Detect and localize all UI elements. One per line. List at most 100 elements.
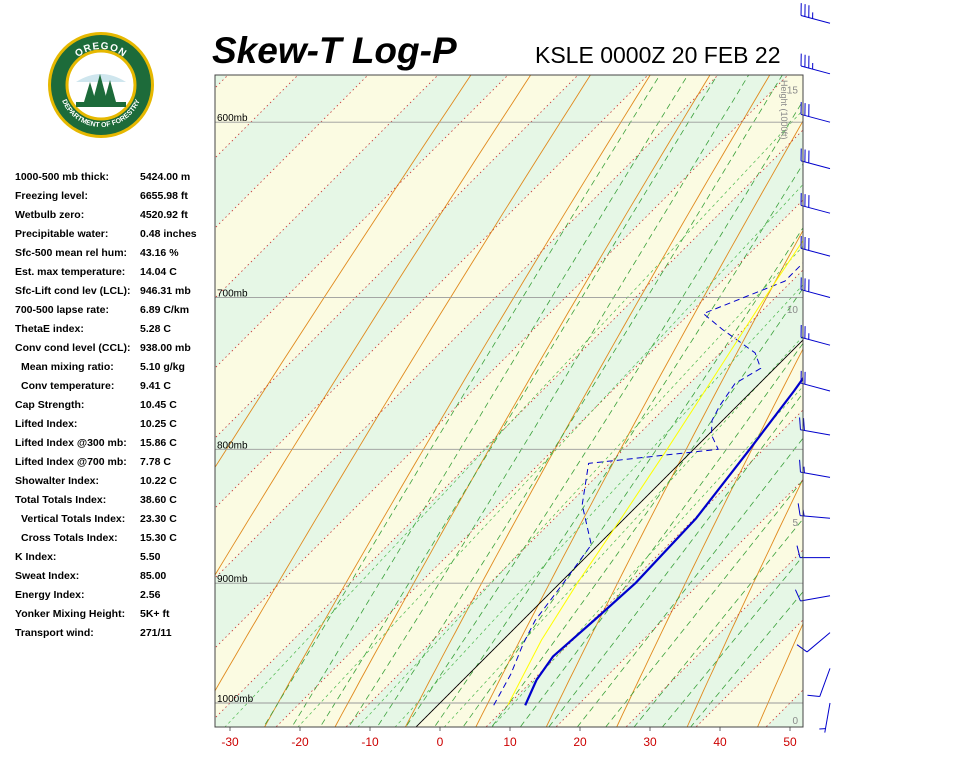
wind-barb <box>799 417 831 436</box>
stat-row: Conv temperature: 9.41 C <box>15 377 220 396</box>
stat-value: 7.78 C <box>140 456 171 468</box>
stat-row: Lifted Index @300 mb: 15.86 C <box>15 434 220 453</box>
x-tick-label: 30 <box>643 735 657 749</box>
wind-barb <box>800 325 831 346</box>
stat-value: 5K+ ft <box>140 608 170 620</box>
moist-adiabat <box>491 287 803 727</box>
stat-label: Lifted Index @300 mb: <box>15 437 127 449</box>
isotherm-line <box>345 269 803 727</box>
mixing-ratio-lines: 0.412358 <box>224 109 803 727</box>
stat-row: Yonker Mixing Height: 5K+ ft <box>15 605 220 624</box>
isotherm-line <box>275 199 803 727</box>
moist-adiabat <box>291 75 689 727</box>
wind-barb-staff <box>800 247 831 257</box>
stat-row: 700-500 lapse rate: 6.89 C/km <box>15 301 220 320</box>
stat-row: Transport wind: 271/11 <box>15 624 220 643</box>
stat-row: K Index: 5.50 <box>15 548 220 567</box>
moist-adiabat <box>376 75 783 727</box>
stat-value: 0.48 inches <box>140 228 197 240</box>
stat-label: Sweat Index: <box>15 570 80 582</box>
moist-adiabat <box>433 163 803 727</box>
x-tick-label: 50 <box>783 735 797 749</box>
oregon-forestry-logo: OREGON DEPARTMENT OF FORESTRY <box>48 32 154 138</box>
temperature-profile <box>524 376 803 706</box>
stat-value: 14.04 C <box>140 266 177 278</box>
stat-label: K Index: <box>15 551 57 563</box>
stat-value: 10.45 C <box>140 399 177 411</box>
stat-row: Energy Index: 2.56 <box>15 586 220 605</box>
stat-label: Precipitable water: <box>15 228 109 240</box>
wind-barb <box>800 370 831 392</box>
stat-label: Sfc-Lift cond lev (LCL): <box>15 285 131 297</box>
stat-row: Est. max temperature: 14.04 C <box>15 263 220 282</box>
wind-barb <box>796 632 831 653</box>
stat-value: 38.60 C <box>140 494 177 506</box>
wind-barb-feather <box>794 589 801 602</box>
adiabat-lines <box>215 0 960 759</box>
wind-barb <box>794 589 831 602</box>
isotherm-line <box>215 75 719 579</box>
wind-barb-staff <box>800 382 831 392</box>
stat-row: Total Totals Index: 38.60 C <box>15 491 220 510</box>
stat-label: Energy Index: <box>15 589 85 601</box>
wind-barb <box>799 459 831 478</box>
stat-label: ThetaE index: <box>15 323 84 335</box>
wind-barb-staff <box>800 113 831 123</box>
stat-value: 271/11 <box>140 627 172 639</box>
stat-row: Cross Totals Index: 15.30 C <box>15 529 220 548</box>
stat-value: 2.56 <box>140 589 161 601</box>
stat-label: Vertical Totals Index: <box>21 513 126 525</box>
wind-barb-staff <box>800 515 831 519</box>
wind-barb <box>800 277 831 298</box>
pressure-label: 1000mb <box>217 694 254 705</box>
wind-barb <box>800 148 831 170</box>
stability-indices-panel: 1000-500 mb thick: 5424.00 m Freezing leve… <box>15 168 220 643</box>
wind-barb-staff <box>824 702 831 733</box>
pressure-label: 800mb <box>217 440 248 451</box>
moist-adiabat <box>462 227 803 727</box>
stat-row: Wetbulb zero: 4520.92 ft <box>15 206 220 225</box>
dewpoint-profile <box>493 262 803 706</box>
stat-row: Cap Strength: 10.45 C <box>15 396 220 415</box>
dry-adiabat <box>475 120 803 727</box>
height-tick: 15 <box>787 86 799 97</box>
wind-barb-feather <box>797 503 801 516</box>
wind-barb-staff <box>800 15 831 24</box>
dry-adiabat <box>616 348 803 727</box>
isotherm-band <box>766 690 803 727</box>
stat-value: 5.28 C <box>140 323 171 335</box>
mixing-ratio-line <box>297 183 803 727</box>
wind-barb-staff <box>800 336 831 346</box>
stat-value: 9.41 C <box>140 380 171 392</box>
dry-adiabat <box>404 75 771 727</box>
stat-row: Precipitable water: 0.48 inches <box>15 225 220 244</box>
wind-barb-staff <box>819 668 831 697</box>
moist-adiabat <box>263 75 661 727</box>
stat-value: 4520.92 ft <box>140 209 188 221</box>
isotherm-band <box>215 129 803 727</box>
wind-barb <box>800 53 831 75</box>
isotherm-band <box>346 270 803 727</box>
wind-barb-feather <box>799 417 801 430</box>
pressure-label: 700mb <box>217 288 248 299</box>
stat-row: Vertical Totals Index: 23.30 C <box>15 510 220 529</box>
x-tick-label: 40 <box>713 735 727 749</box>
isotherm-line <box>215 129 803 719</box>
dry-adiabat <box>215 75 532 576</box>
dry-adiabat <box>545 229 803 727</box>
stat-label: Mean mixing ratio: <box>21 361 114 373</box>
dry-adiabat <box>886 0 960 759</box>
wind-barb <box>807 668 831 698</box>
dry-adiabat <box>815 0 960 759</box>
stat-label: Transport wind: <box>15 627 94 639</box>
x-tick-label: -10 <box>361 735 379 749</box>
stat-label: Freezing level: <box>15 190 88 202</box>
station-time-label: KSLE 0000Z 20 FEB 22 <box>535 42 781 68</box>
isotherm-line <box>805 0 960 758</box>
height-axis: 05101520253035404550Height (1000ft) <box>779 80 799 727</box>
parcel-trace <box>507 239 803 706</box>
height-tick: 5 <box>792 518 798 529</box>
